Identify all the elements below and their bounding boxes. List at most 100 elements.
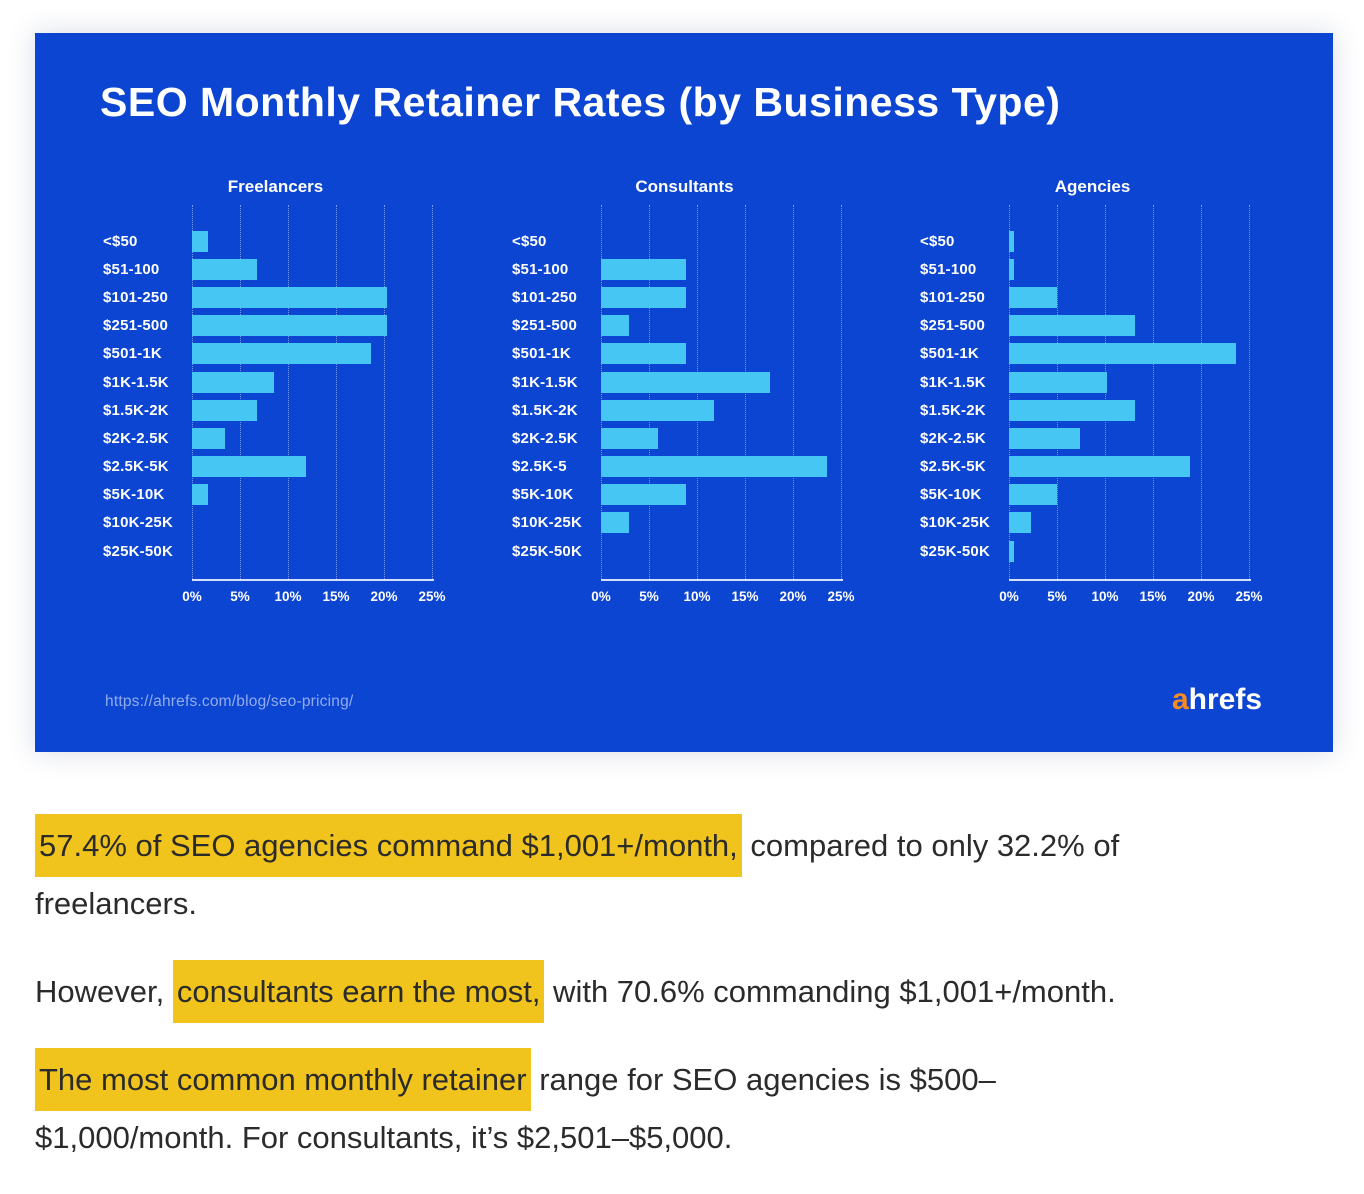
- chart-row: <$50: [920, 227, 1265, 255]
- article-text: 57.4% of SEO agencies command $1,001+/mo…: [35, 814, 1345, 1194]
- category-label: $5K-10K: [512, 486, 574, 504]
- bar-track: [601, 286, 857, 308]
- bar-consultants-11: [601, 512, 629, 534]
- chart-rows: <$50 $51-100 $101-250 $251-500 $501-1K $1K-1.…: [920, 227, 1265, 565]
- x-axis-tick: 20%: [370, 589, 398, 604]
- bar-track: [601, 541, 857, 562]
- bar-consultants-7: [601, 399, 715, 421]
- bar-track: [601, 371, 857, 393]
- gridline: [384, 205, 385, 579]
- bar-freelancers-1: [192, 230, 209, 252]
- highlighted-text: consultants earn the most,: [172, 960, 545, 1023]
- bar-agencies-2: [1009, 258, 1014, 280]
- chart-title-freelancers: Freelancers: [227, 177, 324, 196]
- x-axis-line: [601, 579, 843, 581]
- gridline: [432, 205, 433, 579]
- category-label: $101-250: [512, 288, 577, 306]
- x-axis-tick: 10%: [683, 589, 711, 604]
- category-label: <$50: [920, 232, 955, 250]
- bar-freelancers-9: [192, 456, 307, 478]
- text-segment: with 70.6% commanding $1,001+/month.: [544, 974, 1116, 1009]
- x-axis-tick: 20%: [779, 589, 807, 604]
- bar-agencies-6: [1009, 371, 1107, 393]
- bar-freelancers-7: [192, 399, 258, 421]
- bar-track: [601, 512, 857, 534]
- category-label: $2K-2.5K: [920, 429, 986, 447]
- gridline: [1201, 205, 1202, 579]
- bar-agencies-4: [1009, 315, 1135, 337]
- x-axis-tick: 10%: [1091, 589, 1119, 604]
- bar-consultants-6: [601, 371, 770, 393]
- category-label: $501-1K: [512, 345, 571, 363]
- bar-agencies-3: [1009, 286, 1057, 308]
- bar-track: [1009, 315, 1265, 337]
- bar-track: [1009, 371, 1265, 393]
- chart-rows: <$50 $51-100 $101-250 $251-500 $501-1K $1K-1.…: [512, 227, 857, 565]
- bar-track: [601, 315, 857, 337]
- bar-track: [1009, 540, 1265, 562]
- category-label: $51-100: [920, 260, 977, 278]
- paragraph-1: 57.4% of SEO agencies command $1,001+/mo…: [35, 814, 1345, 933]
- text-segment: freelancers.: [35, 886, 197, 921]
- bar-freelancers-5: [192, 343, 371, 365]
- chart-row: $1.5K-2K: [512, 396, 857, 424]
- category-label: $25K-50K: [920, 542, 990, 560]
- x-axis-tick: 25%: [1235, 589, 1263, 604]
- chart-row: $5K-10K: [512, 481, 857, 509]
- bar-track: [1009, 230, 1265, 252]
- chart-row: $251-500: [512, 312, 857, 340]
- bar-track: [1009, 484, 1265, 506]
- bar-track: [192, 484, 448, 506]
- text-line: freelancers.: [35, 875, 1345, 933]
- chart-row: $101-250: [512, 283, 857, 311]
- bar-track: [1009, 456, 1265, 478]
- category-label: $1.5K-2K: [103, 401, 169, 419]
- chart-row: $5K-10K: [920, 481, 1265, 509]
- category-label: $5K-10K: [103, 486, 165, 504]
- chart-row: $2K-2.5K: [920, 424, 1265, 452]
- bar-freelancers-6: [192, 371, 274, 393]
- chart-row: $2.5K-5: [512, 453, 857, 481]
- chart-freelancers: Freelancers <$50 $51-100 $101-250 $251-500 $5…: [103, 177, 448, 627]
- bar-track: [601, 456, 857, 478]
- category-label: $25K-50K: [512, 542, 582, 560]
- category-label: $101-250: [920, 288, 985, 306]
- chart-row: $5K-10K: [103, 481, 448, 509]
- bar-consultants-10: [601, 484, 686, 506]
- bar-consultants-2: [601, 258, 686, 280]
- chart-row: $501-1K: [512, 340, 857, 368]
- chart-row: $101-250: [103, 283, 448, 311]
- category-label: $2.5K-5: [512, 458, 567, 476]
- chart-row: $10K-25K: [920, 509, 1265, 537]
- bar-track: [1009, 512, 1265, 534]
- bar-track: [192, 286, 448, 308]
- category-label: $1K-1.5K: [512, 373, 578, 391]
- bar-track: [601, 258, 857, 280]
- bar-agencies-1: [1009, 230, 1014, 252]
- bar-consultants-4: [601, 315, 629, 337]
- bar-track: [192, 541, 448, 562]
- chart-consultants: Consultants <$50 $51-100 $101-250 $251-500 $5…: [512, 177, 857, 627]
- chart-row: <$50: [512, 227, 857, 255]
- ahrefs-logo: ahrefs: [1172, 683, 1262, 717]
- category-label: $10K-25K: [920, 514, 990, 532]
- bar-freelancers-8: [192, 427, 225, 449]
- gridline: [288, 205, 289, 579]
- x-axis-tick: 0%: [182, 589, 202, 604]
- bar-consultants-3: [601, 286, 686, 308]
- gridline: [841, 205, 842, 579]
- category-label: <$50: [512, 232, 547, 250]
- chart-row: $51-100: [103, 255, 448, 283]
- highlighted-text: 57.4% of SEO agencies command $1,001+/mo…: [35, 814, 742, 877]
- category-label: $2K-2.5K: [103, 429, 169, 447]
- bar-track: [1009, 427, 1265, 449]
- text-line: However, consultants earn the most, with…: [35, 960, 1345, 1023]
- chart-title-consultants: Consultants: [635, 177, 734, 196]
- category-label: $1K-1.5K: [103, 373, 169, 391]
- ahrefs-logo-hrefs: hrefs: [1188, 683, 1262, 716]
- category-label: $10K-25K: [512, 514, 582, 532]
- x-axis-tick: 15%: [1139, 589, 1167, 604]
- chart-row: $1K-1.5K: [103, 368, 448, 396]
- x-axis-tick: 25%: [827, 589, 855, 604]
- chart-row: $2K-2.5K: [103, 424, 448, 452]
